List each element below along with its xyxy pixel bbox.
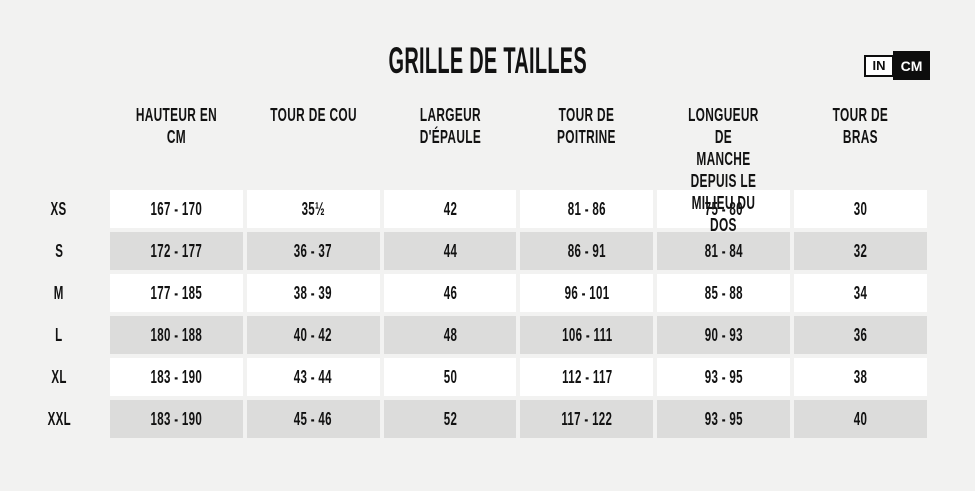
row-label-l: L <box>55 324 63 345</box>
table-cell: 32 <box>794 232 927 270</box>
table-cell: 167 - 170 <box>110 190 243 228</box>
table-cell: 180 - 188 <box>110 316 243 354</box>
table-cell: 38 - 39 <box>246 274 380 312</box>
col-header-largeur-epaule: LARGEUR D'ÉPAULE <box>419 105 481 147</box>
table-cell: 183 - 190 <box>110 358 243 396</box>
col-header-tour-de-poitrine: TOUR DE POITRINE <box>557 105 617 147</box>
table-cell: 86 - 91 <box>520 232 654 270</box>
table-cell: 112 - 117 <box>520 358 654 396</box>
table-cell: 44 <box>383 232 517 270</box>
table-cell: 50 <box>383 358 517 396</box>
unit-toggle: IN CM <box>864 51 930 80</box>
table-cell: 30 <box>794 190 927 228</box>
row-label-m: M <box>54 282 64 303</box>
table-cell: 81 - 84 <box>657 232 791 270</box>
table-cell: 93 - 95 <box>657 358 791 396</box>
table-cell: 183 - 190 <box>110 400 243 438</box>
page-title-text: GRILLE DE TAILLES <box>388 40 587 81</box>
table-cell: 36 - 37 <box>246 232 380 270</box>
table-cell: 96 - 101 <box>520 274 654 312</box>
table-cell: 106 - 111 <box>520 316 654 354</box>
table-cell: 172 - 177 <box>110 232 243 270</box>
row-label-s: S <box>54 240 63 261</box>
table-cell: 43 - 44 <box>246 358 380 396</box>
page-title: GRILLE DE TAILLES <box>0 42 975 80</box>
header-spacer <box>28 104 106 186</box>
table-cell: 117 - 122 <box>520 400 654 438</box>
table-cell: 35½ <box>246 190 380 228</box>
table-cell: 81 - 86 <box>520 190 654 228</box>
table-cell: 75 - 80 <box>657 190 791 228</box>
col-header-tour-de-cou: TOUR DE COU <box>269 105 357 125</box>
row-label-xxl: XXL <box>47 408 71 429</box>
table-cell: 34 <box>794 274 927 312</box>
col-header-longueur-manche: LONGUEUR DE MANCHE DEPUIS LE MILIEU DU D… <box>688 105 760 235</box>
table-cell: 38 <box>794 358 927 396</box>
row-label-xs: XS <box>50 198 67 219</box>
table-cell: 46 <box>383 274 517 312</box>
col-header-tour-de-bras: TOUR DE BRAS <box>832 105 889 147</box>
size-table: HAUTEUR EN CM TOUR DE COU LARGEUR D'ÉPAU… <box>28 104 927 438</box>
table-cell: 177 - 185 <box>110 274 243 312</box>
table-cell: 36 <box>794 316 927 354</box>
table-cell: 93 - 95 <box>657 400 791 438</box>
table-cell: 45 - 46 <box>246 400 380 438</box>
table-cell: 40 - 42 <box>246 316 380 354</box>
table-cell: 42 <box>383 190 517 228</box>
unit-cm-button[interactable]: CM <box>893 51 930 80</box>
unit-in-button[interactable]: IN <box>864 54 894 77</box>
table-cell: 48 <box>383 316 517 354</box>
table-cell: 85 - 88 <box>657 274 791 312</box>
table-cell: 90 - 93 <box>657 316 791 354</box>
row-label-xl: XL <box>51 366 67 387</box>
table-cell: 40 <box>794 400 927 438</box>
table-cell: 52 <box>383 400 517 438</box>
col-header-hauteur-en-cm: HAUTEUR EN CM <box>135 105 218 147</box>
